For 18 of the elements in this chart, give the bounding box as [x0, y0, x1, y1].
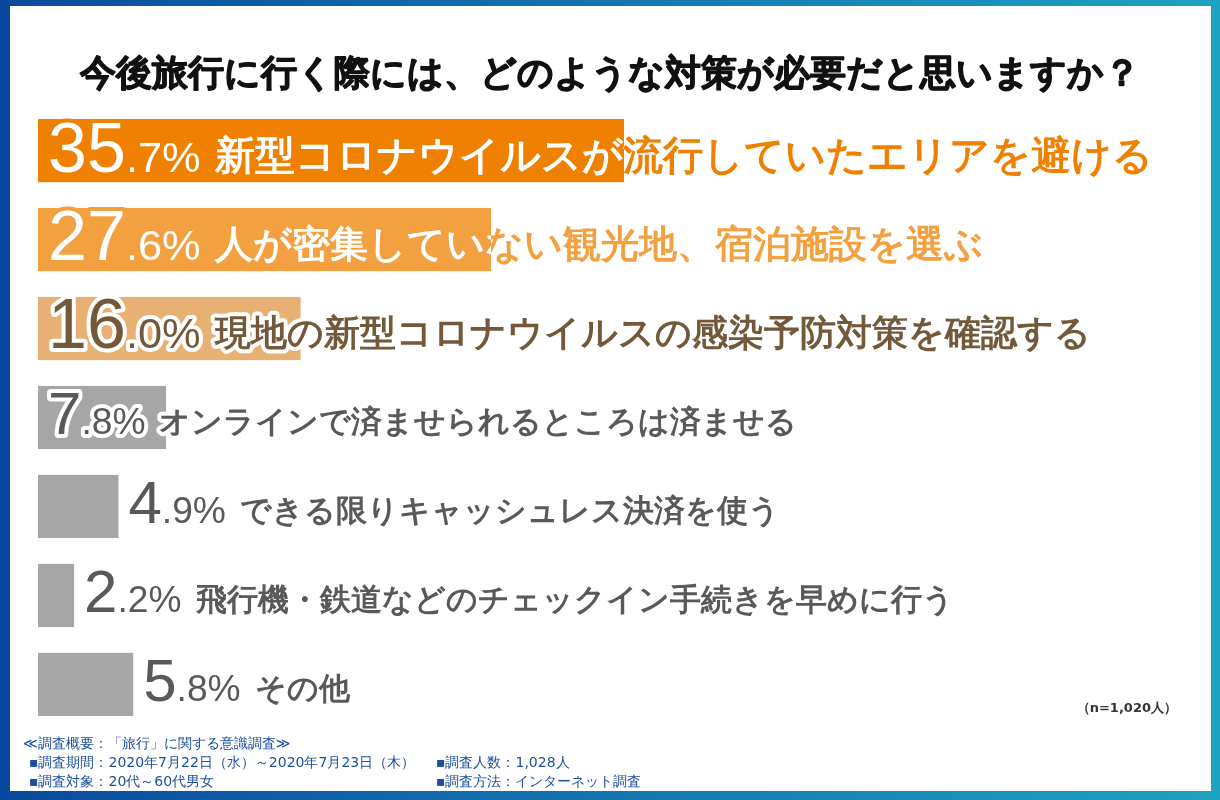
y-tick-label: できる限りキャッシュレス決済を使う: [239, 491, 780, 528]
data-label: 7.8%: [48, 380, 146, 448]
data-label: 27.6%: [48, 196, 201, 275]
data-label: 4.9%: [128, 469, 226, 537]
y-tick-label: その他: [254, 669, 351, 706]
y-tick-label: オンラインで済ませられるところは済ませる: [159, 402, 798, 439]
y-tick-label: 飛行機・鉄道などのチェックイン手続きを早めに行う: [194, 580, 954, 617]
annotation: ▪調査方法：インターネット調査: [436, 773, 642, 789]
annotation: （n=1,020人）: [1076, 700, 1177, 715]
annotation: ▪調査対象：20代～60代男女: [29, 773, 215, 789]
data-label: 35.7%: [48, 108, 201, 187]
annotation: ≪調査概要：「旅行」に関する意識調査≫: [23, 735, 291, 751]
data-label: 5.8%: [143, 647, 241, 715]
annotation: ▪調査人数：1,028人: [436, 754, 570, 770]
data-label: 16.0%: [48, 284, 201, 363]
data-label: 2.2%: [84, 558, 182, 626]
title: 今後旅行に行く際には、どのような対策が必要だと思いますか？: [80, 52, 1140, 93]
annotation: ▪調査期間：2020年7月22日（水）～2020年7月23日（木）: [29, 754, 416, 770]
